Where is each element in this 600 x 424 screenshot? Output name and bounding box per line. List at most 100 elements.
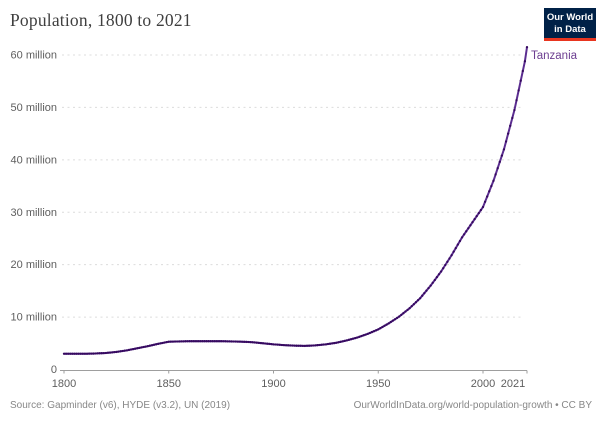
data-point-marker <box>209 340 212 343</box>
data-point-marker <box>171 340 175 343</box>
data-point-marker <box>270 342 273 346</box>
data-point-marker <box>377 328 380 331</box>
data-point-marker <box>307 344 311 347</box>
data-point-marker <box>442 267 445 270</box>
data-point-marker <box>173 340 177 343</box>
data-point-marker <box>92 352 95 355</box>
data-point-marker <box>69 352 72 355</box>
data-point-marker <box>211 340 214 343</box>
data-point-marker <box>305 344 309 347</box>
data-point-marker <box>419 297 422 300</box>
data-point-marker <box>150 344 154 347</box>
data-point-marker <box>318 343 321 347</box>
data-point-marker <box>347 338 351 341</box>
data-point-marker <box>71 352 74 355</box>
data-point-marker <box>184 340 187 343</box>
data-point-marker <box>280 343 284 347</box>
data-point-marker <box>391 319 395 322</box>
data-point-marker <box>77 352 80 355</box>
data-point-marker <box>121 349 124 353</box>
data-point-marker <box>452 250 455 253</box>
y-axis-tick-label: 20 million <box>11 259 57 271</box>
data-point-marker <box>272 343 275 346</box>
data-point-marker <box>136 347 139 350</box>
data-point-marker <box>167 340 170 343</box>
data-point-marker <box>100 352 103 355</box>
data-point-marker <box>245 340 248 344</box>
x-axis-tick-label: 2000 <box>471 378 495 390</box>
data-point-marker <box>146 345 149 348</box>
data-point-marker <box>278 343 281 346</box>
data-point-marker <box>83 352 87 355</box>
data-point-marker <box>477 211 480 215</box>
x-axis-tick-label: 1950 <box>366 378 390 390</box>
data-point-marker <box>178 340 181 343</box>
data-point-marker <box>224 340 227 343</box>
data-point-marker <box>431 281 434 284</box>
data-point-marker <box>111 351 114 354</box>
data-point-marker <box>263 342 267 345</box>
data-point-marker <box>460 236 464 239</box>
data-point-marker <box>274 343 277 346</box>
data-point-marker <box>140 346 143 349</box>
data-point-marker <box>437 273 441 276</box>
data-point-marker <box>385 323 388 326</box>
data-point-marker <box>393 318 397 321</box>
chart-footer: Source: Gapminder (v6), HYDE (v3.2), UN … <box>0 400 600 414</box>
data-point-marker <box>362 334 365 337</box>
data-point-marker <box>462 233 466 236</box>
data-point-marker <box>471 221 474 224</box>
data-point-marker <box>253 341 256 344</box>
data-point-marker <box>188 340 191 343</box>
owid-logo[interactable]: Our World in Data <box>544 8 596 41</box>
data-point-marker <box>113 351 116 354</box>
data-point-marker <box>175 340 179 343</box>
data-point-marker <box>364 333 367 336</box>
data-point-marker <box>104 351 108 355</box>
data-point-marker <box>404 310 407 313</box>
data-point-marker <box>410 305 413 308</box>
data-point-marker <box>379 327 382 330</box>
data-point-marker <box>234 340 237 343</box>
data-point-marker <box>180 340 183 343</box>
data-point-marker <box>131 347 135 351</box>
data-point-marker <box>333 341 336 345</box>
data-point-marker <box>163 341 166 344</box>
data-point-marker <box>205 340 208 343</box>
data-point-marker <box>161 341 164 345</box>
y-axis-tick-label: 50 million <box>11 102 57 114</box>
data-point-marker <box>320 343 323 346</box>
data-point-marker <box>190 340 193 343</box>
x-axis-tick-label: 1800 <box>52 378 76 390</box>
data-point-marker <box>421 294 424 297</box>
data-point-marker <box>108 351 112 354</box>
data-point-marker <box>381 325 384 329</box>
data-point-marker <box>498 160 501 164</box>
data-point-marker <box>259 341 263 345</box>
data-point-marker <box>243 340 246 343</box>
data-point-marker <box>465 230 468 233</box>
data-point-marker <box>358 335 361 338</box>
data-point-marker <box>368 331 372 335</box>
data-point-marker <box>513 108 516 112</box>
data-point-marker <box>219 340 223 343</box>
data-point-marker <box>322 343 325 346</box>
data-point-marker <box>506 132 510 135</box>
data-point-marker <box>186 340 189 343</box>
data-point-marker <box>316 344 319 347</box>
data-point-marker <box>314 344 317 347</box>
data-point-marker <box>138 346 141 350</box>
owid-link[interactable]: OurWorldInData.org/world-population-grow… <box>353 400 592 411</box>
data-point-marker <box>448 257 451 260</box>
y-axis-tick-label: 30 million <box>11 207 57 219</box>
y-axis-tick-label: 40 million <box>11 154 57 166</box>
data-point-marker <box>439 270 443 273</box>
data-point-marker <box>494 173 497 176</box>
data-point-marker <box>521 69 524 73</box>
data-point-marker <box>232 340 235 343</box>
data-point-marker <box>414 301 418 304</box>
data-point-marker <box>458 239 462 243</box>
data-point-marker <box>203 340 206 343</box>
data-point-marker <box>473 218 476 221</box>
